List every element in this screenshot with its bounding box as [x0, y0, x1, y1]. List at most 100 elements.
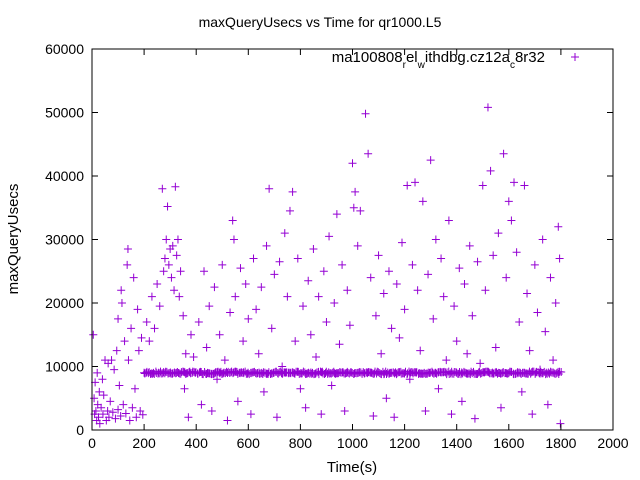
data-point [168, 241, 177, 250]
data-point [431, 235, 440, 244]
x-tick-label: 1400 [441, 435, 472, 451]
data-point [278, 362, 287, 371]
data-point [170, 286, 179, 295]
data-point [439, 292, 448, 301]
data-point [236, 264, 245, 273]
data-point [226, 308, 235, 317]
band-point [276, 367, 285, 376]
data-point [426, 156, 435, 165]
data-point [272, 413, 281, 422]
data-point [246, 410, 255, 419]
data-point [137, 333, 146, 342]
data-point [403, 181, 412, 190]
data-point [288, 187, 297, 196]
data-point [123, 245, 132, 254]
data-point [207, 406, 216, 415]
data-point [296, 384, 305, 393]
data-point [442, 356, 451, 365]
data-point [349, 203, 358, 212]
data-point [265, 184, 274, 193]
band-point [468, 369, 477, 378]
x-axis-label: Time(s) [327, 459, 377, 476]
data-point [343, 286, 352, 295]
band-point [375, 369, 384, 378]
y-tick-label: 60000 [45, 41, 84, 57]
band-point [427, 367, 436, 376]
y-tick-label: 20000 [45, 295, 84, 311]
legend-label: ma100808relwithdbg.cz12ac8r32 [332, 49, 545, 71]
data-point [309, 245, 318, 254]
data-point [160, 254, 169, 263]
data-point [223, 416, 232, 425]
x-tick-label: 600 [237, 435, 261, 451]
data-point [259, 387, 268, 396]
data-point [364, 149, 373, 158]
data-point [502, 273, 511, 282]
data-point [106, 397, 115, 406]
legend-marker-plus-icon [571, 53, 579, 61]
data-point [555, 254, 564, 263]
data-point [481, 286, 490, 295]
y-tick-label: 40000 [45, 168, 84, 184]
data-point [463, 349, 472, 358]
data-point [138, 410, 147, 419]
data-point [304, 276, 313, 285]
data-point [299, 302, 308, 311]
data-point [280, 229, 289, 238]
data-point [210, 283, 219, 292]
data-point [483, 103, 492, 112]
data-point [377, 349, 386, 358]
data-point [93, 400, 102, 409]
band-point [217, 369, 226, 378]
data-point [424, 270, 433, 279]
data-point [507, 216, 516, 225]
data-point [356, 206, 365, 215]
data-point [392, 279, 401, 288]
data-point [98, 375, 107, 384]
data-point [254, 349, 263, 358]
data-point [119, 400, 128, 409]
data-point [465, 241, 474, 250]
data-point [319, 267, 328, 276]
data-point [186, 330, 195, 339]
y-tick-label: 0 [76, 422, 84, 438]
data-point [533, 308, 542, 317]
data-point [382, 394, 391, 403]
data-point [301, 403, 310, 412]
band-point [557, 368, 566, 377]
data-point [202, 343, 211, 352]
x-tick-label: 1000 [337, 435, 368, 451]
data-point [369, 412, 378, 421]
data-point [130, 384, 139, 393]
data-point [213, 375, 222, 384]
data-point [470, 414, 479, 423]
plot-border [91, 48, 614, 431]
data-point [267, 324, 276, 333]
data-point [133, 305, 142, 314]
data-point [115, 381, 124, 390]
data-point [512, 248, 521, 257]
data-point [312, 352, 321, 361]
data-point [275, 257, 284, 266]
data-point [361, 109, 370, 118]
data-point [473, 257, 482, 266]
data-point [167, 273, 176, 282]
y-tick-label: 10000 [45, 359, 84, 375]
data-point [142, 318, 151, 327]
data-point [546, 273, 555, 282]
data-point [179, 311, 188, 320]
data-point [549, 356, 558, 365]
data-point [528, 410, 537, 419]
data-point [387, 324, 396, 333]
data-point [486, 166, 495, 175]
data-point [530, 260, 539, 269]
data-point [111, 414, 120, 423]
x-tick-label: 2000 [597, 435, 628, 451]
data-point [104, 359, 113, 368]
data-point [145, 337, 154, 346]
data-point [374, 251, 383, 260]
data-point [172, 251, 181, 260]
data-point [184, 413, 193, 422]
x-tick-label: 1600 [493, 435, 524, 451]
